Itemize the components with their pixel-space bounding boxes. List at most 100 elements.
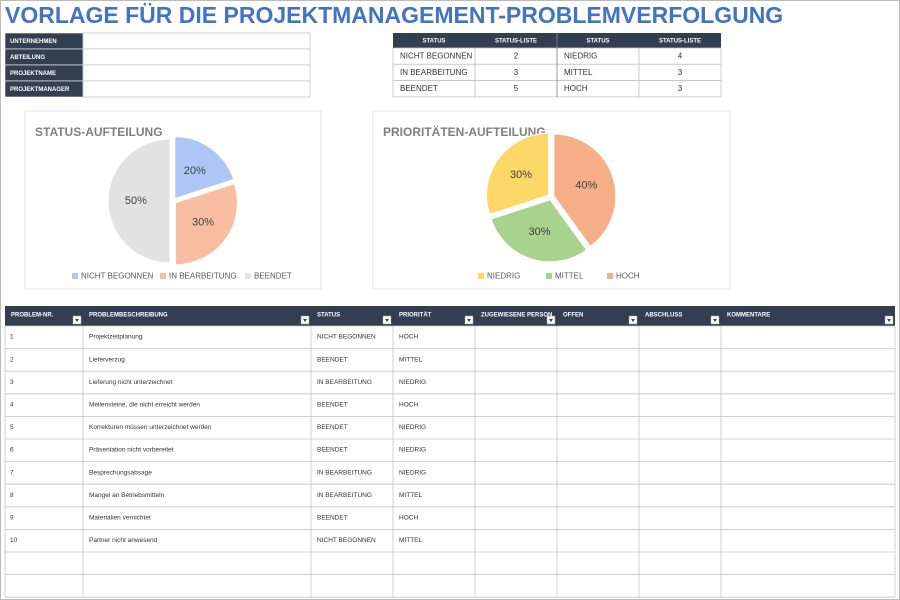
filter-arrow	[467, 319, 471, 322]
issue-cell-text: BEENDET	[317, 447, 348, 454]
issue-cell-text: Besprechungsabsage	[89, 469, 152, 476]
filter-arrow	[303, 319, 307, 322]
issue-cell-text: 4	[10, 402, 14, 409]
slice-label: 40%	[575, 179, 597, 191]
chart-title: PRIORITÄTEN-AUFTEILUNG	[383, 124, 546, 139]
issue-cell-text: HOCH	[399, 334, 418, 341]
pie-slice	[490, 199, 588, 263]
value-cell	[82, 48, 311, 66]
issue-cell-text: HOCH	[399, 402, 418, 409]
legend-label: BEENDET	[254, 272, 292, 281]
legend-swatch	[160, 273, 166, 279]
info-label: ABTEILUNG	[10, 55, 45, 61]
pie-slice	[107, 138, 171, 264]
filter-arrow	[631, 319, 635, 322]
issue-cell-text: Partner nicht anwesend	[89, 537, 158, 544]
issue-cell-text: NIEDRIG	[399, 469, 426, 476]
legend-label: MITTEL	[555, 272, 584, 281]
issue-cell-text: IN BEARBEITUNG	[317, 379, 372, 386]
issue-cell-text: IN BEARBEITUNG	[317, 469, 372, 476]
issue-header-label: KOMMENTARE	[727, 313, 770, 319]
issue-cell-text: 8	[10, 492, 14, 499]
issue-header	[5, 306, 895, 326]
status-cell	[638, 80, 722, 98]
issue-header-label: PROBLEM-NR.	[11, 313, 54, 319]
issue-cell-text: NICHT BEGONNEN	[317, 537, 376, 544]
status-header-label: STATUS-LISTE	[659, 39, 701, 45]
issue-cell-text: 10	[10, 537, 18, 544]
info-label: UNTERNEHMEN	[10, 39, 57, 45]
issue-cell-text: MITTEL	[399, 492, 422, 499]
status-cell-text: 5	[514, 84, 519, 93]
issue-cell-text: BEENDET	[317, 515, 348, 522]
issue-cell-text: MITTEL	[399, 537, 422, 544]
issue-cell-text: Korrekturen müssen unterzeichnet werden	[89, 424, 212, 431]
legend-swatch	[546, 273, 552, 279]
legend-label: IN BEARBEITUNG	[169, 272, 237, 281]
issue-header-label: ZUGEWIESENE PERSON	[481, 313, 552, 319]
legend-swatch	[478, 273, 484, 279]
legend-swatch	[607, 273, 613, 279]
chart-box	[24, 110, 322, 290]
status-cell-text: 3	[514, 68, 519, 77]
status-cell-text: 2	[514, 52, 519, 61]
slice-label: 30%	[510, 169, 532, 181]
issue-cell-text: Präsentation nicht vorbereitet	[89, 447, 174, 454]
issue-cell-text: Meilensteine, die nicht erreicht werden	[89, 402, 200, 409]
issue-cell-text: NIEDRIG	[399, 379, 426, 386]
value-cell	[82, 80, 311, 98]
issue-cell-text: NIEDRIG	[399, 424, 426, 431]
legend-swatch	[72, 273, 78, 279]
issue-cell-text: IN BEARBEITUNG	[317, 492, 372, 499]
issue-cell-text: Lieferung nicht unterzeichnet	[89, 379, 173, 386]
issue-cell-text: BEENDET	[317, 402, 348, 409]
legend-swatch	[245, 273, 251, 279]
status-cell-text: 3	[678, 68, 683, 77]
slice-label: 30%	[529, 226, 551, 238]
issue-cell-text: 1	[10, 334, 14, 341]
issue-cell-text: 3	[10, 379, 14, 386]
status-header-label: STATUS	[422, 39, 445, 45]
issue-cell-text: Lieferverzug	[89, 356, 125, 363]
pie-slice	[174, 136, 235, 200]
filter-arrow	[549, 319, 553, 322]
status-cell-text: IN BEARBEITUNG	[400, 68, 468, 77]
pie-slice	[486, 132, 550, 216]
issue-cell-text: BEENDET	[317, 424, 348, 431]
issue-cell-text: 5	[10, 424, 14, 431]
legend-label: NIEDRIG	[487, 272, 520, 281]
issue-cell-text: NICHT BEGONNEN	[317, 334, 376, 341]
chart-title: STATUS-AUFTEILUNG	[35, 125, 163, 139]
filter-arrow	[385, 319, 389, 322]
issue-header-label: PRIORITÄT	[399, 312, 432, 319]
status-cell-text: NICHT BEGONNEN	[400, 52, 473, 61]
issue-header-label: STATUS	[317, 313, 340, 319]
filter-arrow	[75, 319, 79, 322]
value-cell	[82, 32, 311, 50]
issue-cell-text: 6	[10, 447, 14, 454]
value-cell	[82, 64, 311, 82]
issue-cell-text: Mangel an Betriebsmitteln	[89, 492, 165, 499]
issue-cell-text: Materialien vernichtet	[89, 515, 151, 522]
issue-header-label: PROBLEMBESCHREIBUNG	[89, 313, 168, 319]
legend-label: NICHT BEGONNEN	[81, 272, 154, 281]
issue-cell-text: 2	[10, 356, 14, 363]
status-header-label: STATUS-LISTE	[495, 39, 537, 45]
issue-header-label: OFFEN	[563, 313, 583, 319]
issue-header-label: ABSCHLUSS	[645, 313, 682, 319]
page-title: VORLAGE FÜR DIE PROJEKTMANAGEMENT-PROBLE…	[5, 2, 783, 28]
status-cell-text: BEENDET	[400, 84, 438, 93]
issue-cell-text: Projektzeitplanung	[89, 334, 143, 341]
slice-label: 50%	[125, 195, 147, 207]
issue-cell-text: 7	[10, 469, 14, 476]
slice-label: 30%	[192, 217, 214, 229]
pie-slice	[174, 182, 238, 266]
info-label: PROJEKTMANAGER	[10, 87, 70, 93]
issue-cell-text: HOCH	[399, 515, 418, 522]
filter-arrow	[887, 319, 891, 322]
pie-slice	[553, 133, 617, 247]
status-cell-text: MITTEL	[564, 68, 593, 77]
